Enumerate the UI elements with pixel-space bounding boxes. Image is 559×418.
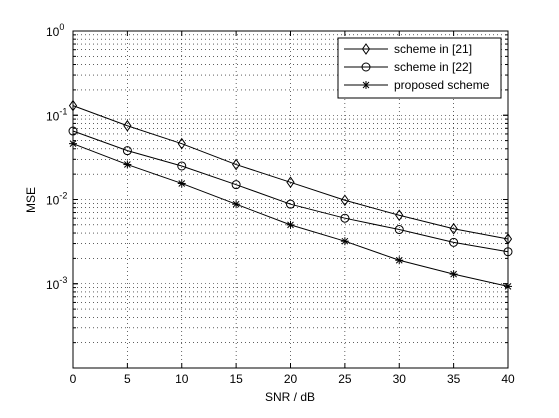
x-tick-label: 25: [338, 372, 352, 386]
x-axis-label: SNR / dB: [265, 390, 315, 404]
data-point-series-2: [394, 225, 404, 235]
star-stroke: [232, 200, 240, 208]
star-stroke: [178, 180, 186, 187]
data-point-series-1: [123, 119, 132, 132]
data-point-series-1: [340, 194, 349, 207]
y-tick-label-exponent: 0: [59, 22, 64, 32]
y-axis-label: MSE: [24, 187, 38, 213]
star-stroke: [124, 161, 131, 168]
y-tick-label-base: 10: [46, 278, 60, 292]
legend-label: scheme in [22]: [394, 60, 472, 74]
data-point-series-2: [177, 161, 187, 171]
legend-label: proposed scheme: [394, 78, 490, 92]
y-tick-label-exponent: -3: [59, 275, 67, 285]
data-point-series-3: [449, 270, 458, 279]
y-tick-label: 10-2: [46, 191, 67, 208]
data-point-series-1: [286, 176, 295, 189]
star-stroke: [395, 256, 403, 264]
x-tick-label: 35: [447, 372, 461, 386]
y-tick-label-exponent: -2: [59, 191, 67, 201]
data-point-series-3: [395, 256, 404, 265]
x-tick-label: 15: [229, 372, 243, 386]
legend-box: [337, 37, 502, 99]
data-point-series-2: [286, 199, 295, 209]
y-tick-label-exponent: -1: [59, 106, 67, 116]
legend: scheme in [21] scheme in [22] proposed sch…: [337, 37, 502, 99]
x-tick-label: 0: [70, 372, 77, 386]
data-point-series-2: [449, 237, 459, 247]
x-tick-label: 10: [175, 372, 189, 386]
x-tick-label: 20: [284, 372, 298, 386]
data-point-series-1: [177, 137, 186, 150]
data-point-series-3: [177, 179, 186, 188]
legend-label: scheme in [21]: [394, 42, 472, 56]
legend-marker: [361, 62, 371, 72]
series-line-1: [72, 105, 509, 240]
data-point-series-1: [232, 158, 241, 171]
x-tick-label: 30: [393, 372, 407, 386]
legend-marker: [362, 81, 370, 89]
data-point-series-2: [340, 213, 350, 223]
star-stroke: [450, 270, 457, 278]
data-point-series-3: [123, 160, 132, 169]
legend-marker: [361, 43, 371, 55]
star-stroke: [362, 81, 370, 89]
data-point-series-3: [340, 237, 349, 246]
series-line-2: [72, 130, 509, 253]
data-point-series-2: [122, 146, 132, 156]
data-point-series-1: [395, 209, 404, 222]
series-layer: [68, 99, 513, 291]
y-tick-label-base: 10: [46, 25, 60, 39]
y-tick-label: 10-1: [46, 106, 67, 123]
y-tick-label-base: 10: [46, 194, 60, 208]
x-tick-label: 40: [501, 372, 515, 386]
data-point-series-3: [286, 220, 295, 229]
data-point-series-2: [231, 180, 241, 190]
data-point-series-1: [449, 222, 458, 235]
star-stroke: [341, 237, 349, 245]
y-tick-label: 100: [46, 22, 64, 39]
star-stroke: [287, 221, 294, 229]
y-tick-label: 10-3: [46, 275, 67, 292]
x-tick-label: 5: [124, 372, 131, 386]
y-tick-label-base: 10: [46, 109, 60, 123]
data-point-series-3: [232, 200, 241, 209]
